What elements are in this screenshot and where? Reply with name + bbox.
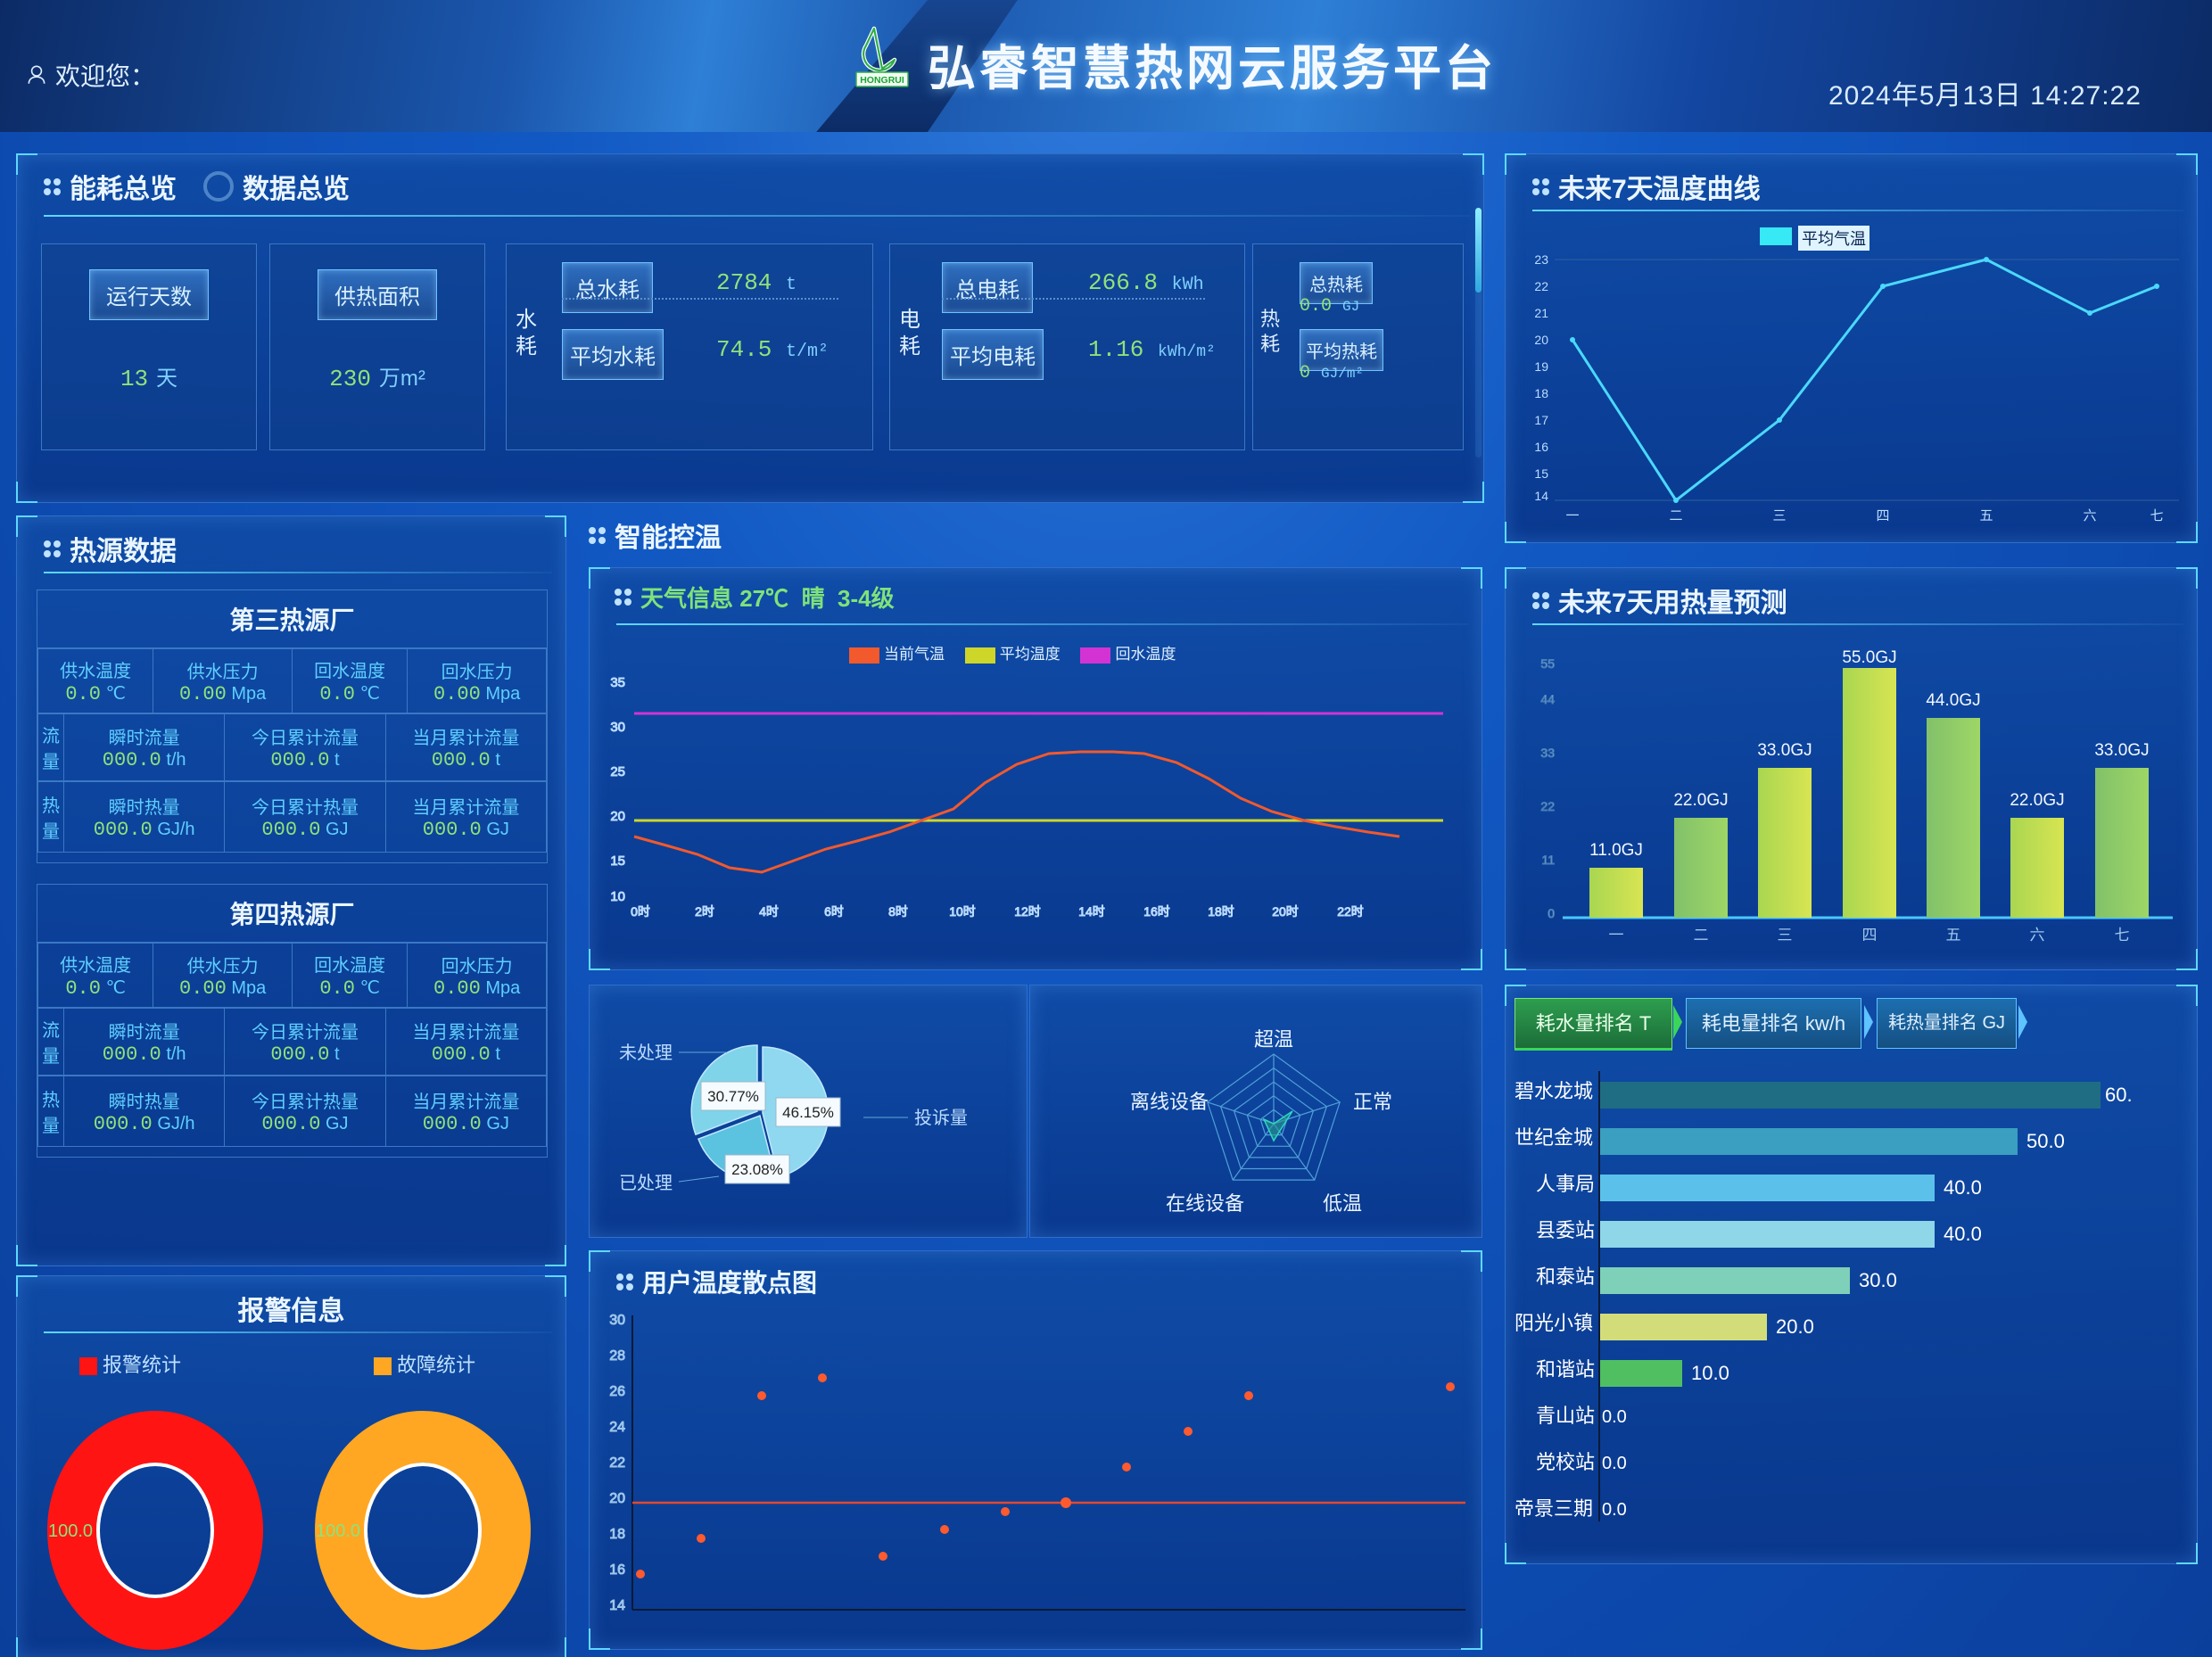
svg-text:碧水龙城: 碧水龙城 — [1515, 1080, 1593, 1102]
svg-text:投诉量: 投诉量 — [914, 1108, 968, 1128]
svg-text:60.: 60. — [2105, 1084, 2133, 1106]
svg-text:50.0: 50.0 — [2026, 1130, 2065, 1152]
svg-text:10时: 10时 — [949, 904, 976, 919]
svg-text:和谐站: 和谐站 — [1536, 1358, 1595, 1381]
svg-text:14: 14 — [1534, 489, 1548, 503]
svg-text:低温: 低温 — [1323, 1192, 1362, 1215]
svg-text:超温: 超温 — [1254, 1028, 1293, 1051]
svg-text:22: 22 — [609, 1455, 625, 1471]
svg-text:16: 16 — [1534, 440, 1548, 454]
svg-text:2时: 2时 — [695, 904, 714, 919]
svg-text:22: 22 — [1540, 799, 1555, 813]
svg-text:55: 55 — [1540, 656, 1555, 671]
svg-text:20时: 20时 — [1272, 904, 1299, 919]
svg-text:青山站: 青山站 — [1536, 1405, 1595, 1427]
svg-text:正常: 正常 — [1353, 1091, 1392, 1113]
svg-text:28: 28 — [609, 1348, 625, 1364]
svg-text:19: 19 — [1534, 359, 1548, 374]
svg-text:22时: 22时 — [1337, 904, 1364, 919]
svg-text:15: 15 — [610, 853, 625, 869]
svg-text:和泰站: 和泰站 — [1536, 1265, 1595, 1288]
svg-text:22: 22 — [1534, 279, 1548, 293]
svg-text:HONGRUI: HONGRUI — [860, 75, 904, 86]
svg-text:一: 一 — [1565, 508, 1579, 523]
svg-text:33: 33 — [1540, 746, 1555, 760]
svg-text:8时: 8时 — [888, 904, 908, 919]
svg-text:33.0GJ: 33.0GJ — [1757, 741, 1812, 760]
svg-text:四: 四 — [1862, 927, 1878, 944]
svg-text:26: 26 — [609, 1384, 625, 1399]
svg-text:县委站: 县委站 — [1536, 1219, 1595, 1241]
svg-text:40.0: 40.0 — [1944, 1176, 1982, 1199]
svg-text:4时: 4时 — [759, 904, 779, 919]
svg-text:未处理: 未处理 — [619, 1043, 673, 1063]
svg-text:党校站: 党校站 — [1536, 1451, 1595, 1473]
svg-text:18时: 18时 — [1208, 904, 1234, 919]
svg-text:6时: 6时 — [824, 904, 844, 919]
svg-text:0.0: 0.0 — [1602, 1500, 1627, 1520]
svg-text:一: 一 — [1609, 927, 1624, 944]
svg-text:20: 20 — [610, 809, 625, 824]
svg-text:23.08%: 23.08% — [731, 1161, 783, 1178]
svg-text:在线设备: 在线设备 — [1166, 1192, 1244, 1215]
svg-text:22.0GJ: 22.0GJ — [1673, 791, 1728, 810]
svg-text:三: 三 — [1772, 508, 1786, 523]
svg-text:100.0: 100.0 — [48, 1521, 93, 1541]
svg-text:14: 14 — [609, 1598, 625, 1613]
svg-text:二: 二 — [1694, 927, 1709, 944]
svg-text:人事局: 人事局 — [1536, 1173, 1595, 1195]
svg-text:25: 25 — [610, 764, 625, 779]
svg-text:20: 20 — [1534, 333, 1548, 347]
svg-text:44: 44 — [1540, 692, 1555, 706]
svg-text:40.0: 40.0 — [1944, 1223, 1982, 1245]
svg-text:18: 18 — [1534, 386, 1548, 400]
svg-text:12时: 12时 — [1014, 904, 1041, 919]
svg-text:17: 17 — [1534, 413, 1548, 427]
svg-text:11.0GJ: 11.0GJ — [1589, 841, 1643, 860]
svg-text:阳光小镇: 阳光小镇 — [1515, 1312, 1593, 1334]
svg-text:22.0GJ: 22.0GJ — [2010, 791, 2064, 810]
svg-text:16时: 16时 — [1143, 904, 1170, 919]
svg-text:35: 35 — [610, 675, 625, 690]
svg-text:23: 23 — [1534, 252, 1548, 267]
svg-text:30.77%: 30.77% — [707, 1088, 759, 1105]
svg-text:已处理: 已处理 — [619, 1173, 673, 1193]
svg-text:0时: 0时 — [631, 904, 650, 919]
svg-text:三: 三 — [1778, 927, 1793, 944]
svg-text:14时: 14时 — [1078, 904, 1105, 919]
svg-text:七: 七 — [2115, 927, 2130, 944]
svg-text:五: 五 — [1979, 508, 1993, 523]
svg-text:0.0: 0.0 — [1602, 1454, 1627, 1473]
svg-text:100.0: 100.0 — [316, 1521, 360, 1541]
svg-text:二: 二 — [1669, 508, 1682, 523]
svg-text:24: 24 — [609, 1420, 625, 1435]
svg-text:离线设备: 离线设备 — [1130, 1091, 1209, 1113]
svg-text:0: 0 — [1548, 906, 1555, 920]
svg-text:20: 20 — [609, 1491, 625, 1506]
svg-text:44.0GJ: 44.0GJ — [1926, 691, 1980, 710]
svg-text:21: 21 — [1534, 306, 1548, 320]
svg-text:10.0: 10.0 — [1691, 1362, 1729, 1384]
svg-text:15: 15 — [1534, 466, 1548, 481]
svg-text:18: 18 — [609, 1527, 625, 1542]
svg-text:世纪金城: 世纪金城 — [1515, 1126, 1593, 1149]
svg-text:30: 30 — [610, 720, 625, 735]
svg-text:四: 四 — [1876, 508, 1889, 523]
svg-text:帝景三期: 帝景三期 — [1515, 1497, 1593, 1520]
svg-text:55.0GJ: 55.0GJ — [1842, 650, 1896, 667]
svg-text:20.0: 20.0 — [1776, 1315, 1814, 1338]
svg-text:46.15%: 46.15% — [782, 1104, 834, 1121]
svg-text:七: 七 — [2150, 508, 2163, 523]
svg-text:16: 16 — [609, 1562, 625, 1578]
svg-text:0.0: 0.0 — [1602, 1407, 1627, 1427]
svg-text:30.0: 30.0 — [1859, 1269, 1897, 1291]
svg-text:六: 六 — [2030, 927, 2045, 944]
svg-text:30: 30 — [609, 1314, 625, 1328]
svg-text:11: 11 — [1541, 853, 1555, 867]
svg-text:33.0GJ: 33.0GJ — [2094, 741, 2149, 760]
svg-text:五: 五 — [1946, 927, 1961, 944]
svg-text:10: 10 — [610, 889, 625, 904]
svg-text:六: 六 — [2083, 508, 2096, 523]
